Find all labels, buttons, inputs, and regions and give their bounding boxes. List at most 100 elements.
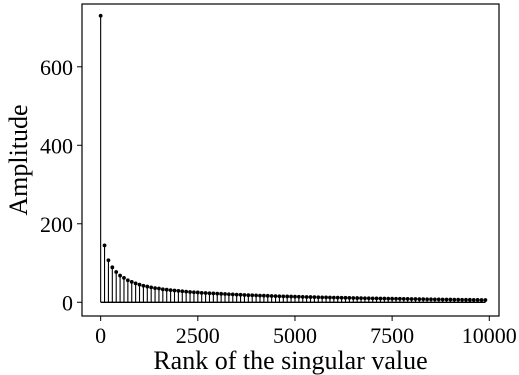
stem-marker: [219, 291, 224, 296]
stem-marker: [172, 288, 177, 293]
stem-marker: [386, 296, 391, 301]
stem-marker: [203, 291, 208, 295]
stem-marker: [452, 297, 457, 302]
stem-marker: [281, 294, 286, 299]
stem-marker: [421, 297, 426, 302]
stem-marker: [273, 294, 278, 299]
stem-marker: [331, 295, 336, 300]
stem-marker: [122, 276, 126, 280]
stem-marker: [339, 295, 344, 300]
stem-marker: [351, 296, 356, 300]
stem-marker: [102, 243, 107, 248]
y-axis-ticks: 0 200 400 600: [40, 55, 82, 315]
stem-marker: [479, 298, 484, 302]
stem-marker: [153, 286, 157, 291]
stem-marker: [320, 295, 325, 300]
y-tick-label: 200: [40, 212, 73, 237]
stem-marker: [401, 296, 406, 301]
stem-marker: [312, 295, 317, 300]
stem-marker: [289, 294, 293, 299]
stem-marker: [246, 293, 251, 298]
stem-marker: [188, 290, 192, 294]
stem-marker: [285, 294, 290, 299]
stem-marker: [145, 284, 150, 289]
stem-marker: [436, 297, 441, 302]
stem-marker: [137, 282, 142, 287]
stem-marker: [164, 287, 169, 292]
stem-marker: [129, 279, 134, 284]
stem-marker: [355, 296, 360, 300]
stem-marker: [370, 296, 375, 301]
stem-marker: [316, 295, 321, 300]
stem-marker: [195, 290, 200, 295]
stem-marker: [460, 297, 464, 302]
stem-marker: [227, 292, 231, 297]
stem-marker: [258, 293, 262, 298]
stem-marker: [254, 293, 259, 298]
stem-marker: [211, 291, 216, 296]
stem-marker: [471, 297, 476, 302]
x-tick-label: 7500: [370, 323, 414, 348]
stem-marker: [199, 290, 204, 295]
stem-marker: [413, 297, 418, 301]
stem-marker: [157, 286, 161, 291]
x-axis-ticks: 0 2500 5000 7500 10000: [95, 316, 517, 348]
stem-marker: [141, 283, 146, 288]
stem-series: [98, 13, 488, 303]
stem-marker: [184, 289, 189, 294]
stem-marker: [300, 294, 305, 299]
stem-marker: [250, 293, 255, 298]
stem-marker: [417, 297, 422, 302]
stem-marker: [269, 294, 274, 298]
y-tick-label: 600: [40, 55, 73, 80]
stem-marker: [444, 297, 449, 302]
stem-marker: [230, 292, 235, 297]
stem-marker: [475, 298, 480, 302]
stem-marker: [363, 296, 367, 301]
stem-marker: [160, 287, 165, 292]
stem-marker: [432, 297, 437, 302]
stem-marker: [149, 285, 154, 290]
stem-marker: [440, 297, 445, 302]
stem-marker: [335, 295, 340, 300]
stem-marker: [467, 297, 472, 302]
stem-marker: [374, 296, 379, 301]
stem-marker: [366, 296, 371, 301]
stem-marker: [125, 278, 130, 283]
stem-marker: [215, 291, 220, 296]
stem-marker: [378, 296, 383, 301]
stem-marker: [425, 297, 430, 302]
stem-marker: [409, 297, 414, 301]
stem-marker: [110, 265, 115, 270]
stem-marker: [133, 281, 138, 286]
stem-marker: [223, 292, 227, 296]
stem-marker: [118, 273, 122, 278]
stem-marker: [98, 13, 103, 18]
stem-marker: [328, 295, 332, 300]
stem-marker: [293, 294, 297, 299]
stem-marker: [296, 294, 301, 299]
stem-marker: [308, 295, 313, 299]
stem-marker: [176, 288, 181, 293]
stem-marker: [106, 258, 111, 263]
stem-marker: [234, 292, 239, 297]
stem-marker: [382, 296, 387, 301]
stem-marker: [304, 295, 309, 299]
stem-marker: [394, 296, 398, 301]
stem-marker: [242, 293, 247, 297]
x-tick-label: 10000: [462, 323, 517, 348]
stem-marker: [405, 297, 410, 301]
stem-marker: [324, 295, 328, 300]
stem-marker: [192, 290, 196, 295]
stem-marker: [483, 298, 488, 302]
stem-marker: [180, 289, 185, 294]
stem-marker: [397, 296, 402, 301]
stem-marker: [277, 294, 282, 299]
stem-marker: [114, 270, 119, 274]
y-tick-label: 400: [40, 133, 73, 158]
stem-marker: [261, 293, 266, 298]
stem-marker: [359, 296, 363, 301]
stem-marker: [347, 296, 352, 300]
y-axis-label: Amplitude: [4, 104, 33, 215]
